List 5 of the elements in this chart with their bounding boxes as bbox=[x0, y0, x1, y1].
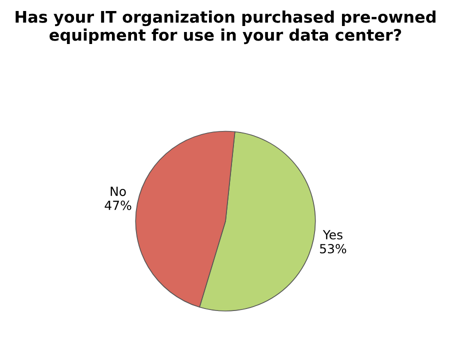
data-label: 47% bbox=[104, 200, 132, 210]
data-label: 53% bbox=[320, 244, 346, 254]
chart-title: Has your IT organization purchased pre-owned equipment for use in your data center? bbox=[16, 10, 436, 44]
slice-label: No bbox=[110, 186, 126, 196]
slice-label: Yes bbox=[322, 230, 342, 240]
